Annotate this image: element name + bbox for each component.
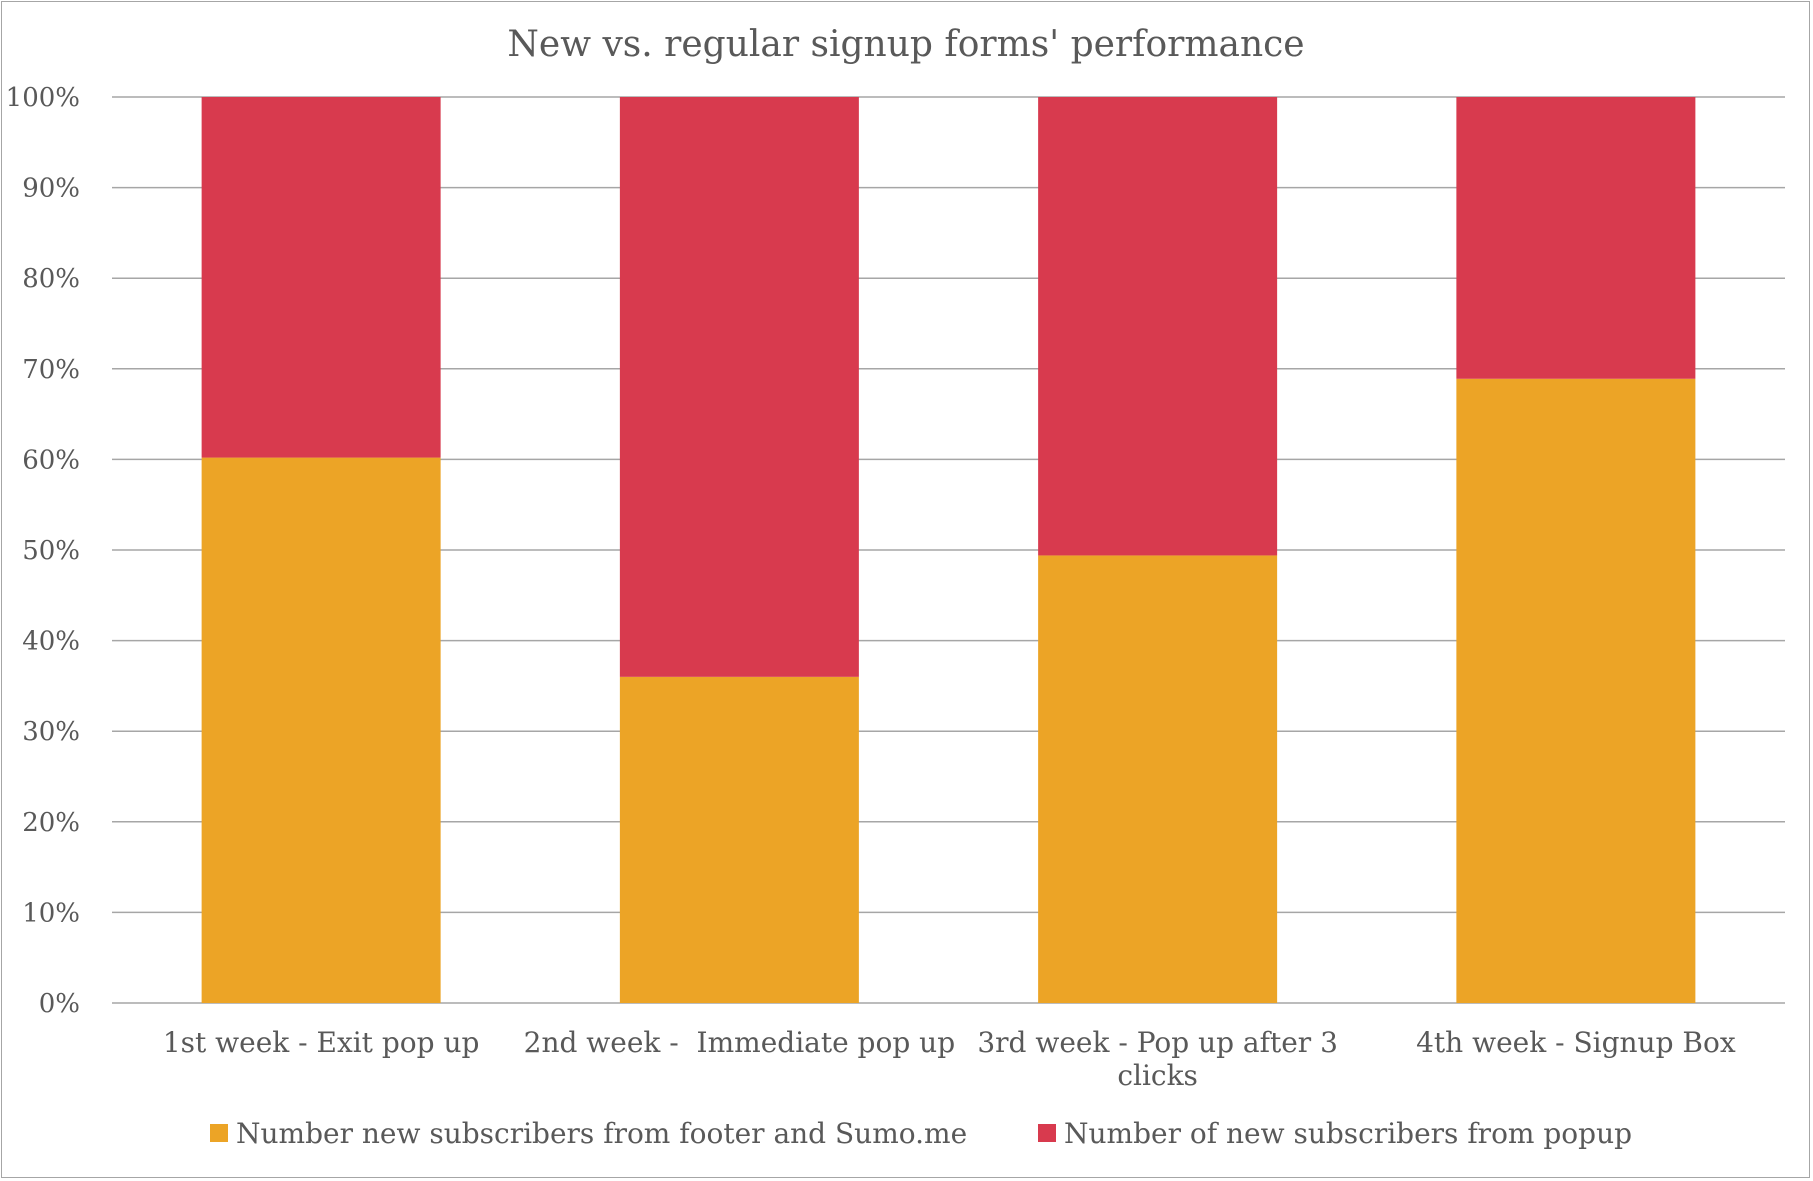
y-tick-label: 40% bbox=[22, 627, 80, 657]
bar-segment-footer-sumo bbox=[1456, 378, 1696, 1003]
y-axis-ticks: 0% 10% 20% 30% 40% 50% 60% 70% 80% 90% 100% bbox=[6, 83, 80, 1019]
y-tick-label: 80% bbox=[22, 264, 80, 294]
y-tick-label: 30% bbox=[22, 717, 80, 747]
legend-label: Number of new subscribers from popup bbox=[1064, 1117, 1632, 1150]
y-tick-label: 0% bbox=[39, 989, 80, 1019]
bars bbox=[201, 97, 1696, 1003]
y-tick-label: 20% bbox=[22, 808, 80, 838]
x-category-label: 4th week - Signup Box bbox=[1416, 1026, 1736, 1059]
legend-label: Number new subscribers from footer and S… bbox=[236, 1117, 967, 1150]
bar-segment-popup bbox=[1038, 97, 1278, 556]
bar-segment-popup bbox=[1456, 97, 1696, 379]
x-category-label: 2nd week - Immediate pop up bbox=[524, 1026, 956, 1059]
x-category-label: 1st week - Exit pop up bbox=[163, 1026, 480, 1059]
chart-title: New vs. regular signup forms' performanc… bbox=[507, 24, 1304, 65]
legend: Number new subscribers from footer and S… bbox=[210, 1117, 1632, 1150]
y-tick-label: 60% bbox=[22, 445, 80, 475]
bar-segment-footer-sumo bbox=[201, 457, 441, 1003]
y-tick-label: 90% bbox=[22, 174, 80, 204]
bar-segment-popup bbox=[201, 97, 441, 458]
y-tick-label: 100% bbox=[6, 83, 80, 113]
bar-segment-footer-sumo bbox=[1038, 555, 1278, 1003]
x-axis-labels: 1st week - Exit pop up 2nd week - Immedia… bbox=[163, 1026, 1736, 1092]
y-tick-label: 50% bbox=[22, 536, 80, 566]
legend-swatch bbox=[1038, 1124, 1056, 1142]
y-tick-label: 10% bbox=[22, 898, 80, 928]
x-category-label: 3rd week - Pop up after 3 clicks bbox=[977, 1026, 1338, 1092]
bar-segment-footer-sumo bbox=[619, 676, 859, 1003]
bar-segment-popup bbox=[619, 97, 859, 677]
y-tick-label: 70% bbox=[22, 355, 80, 385]
legend-swatch bbox=[210, 1124, 228, 1142]
